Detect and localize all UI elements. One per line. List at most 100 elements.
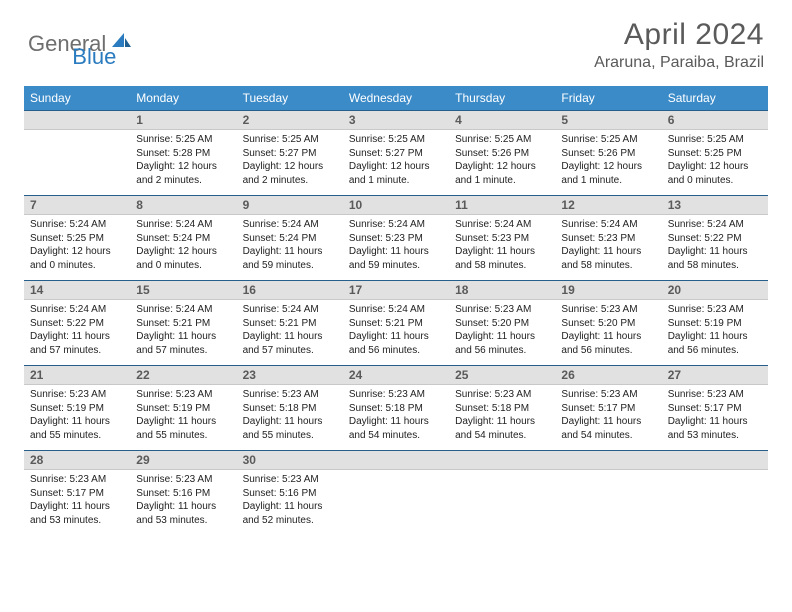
location: Araruna, Paraiba, Brazil: [594, 54, 764, 72]
month-title: April 2024: [594, 18, 764, 52]
day-cell: [555, 470, 661, 536]
sunrise-line: Sunrise: 5:23 AM: [455, 388, 549, 402]
content-row: Sunrise: 5:24 AMSunset: 5:25 PMDaylight:…: [24, 215, 768, 281]
daylight-line: Daylight: 11 hours and 53 minutes.: [30, 500, 124, 527]
sunrise-line: Sunrise: 5:23 AM: [30, 388, 124, 402]
daylight-line: Daylight: 11 hours and 56 minutes.: [668, 330, 762, 357]
daynum-cell: 20: [662, 281, 768, 300]
daynum-cell: 3: [343, 111, 449, 130]
daylight-line: Daylight: 12 hours and 0 minutes.: [30, 245, 124, 272]
sunrise-line: Sunrise: 5:25 AM: [455, 133, 549, 147]
logo: General Blue: [28, 18, 116, 70]
sunset-line: Sunset: 5:20 PM: [455, 317, 549, 331]
sunrise-line: Sunrise: 5:25 AM: [349, 133, 443, 147]
day-cell: [343, 470, 449, 536]
daynum-cell: 29: [130, 451, 236, 470]
daynum-row: 123456: [24, 111, 768, 130]
daylight-line: Daylight: 11 hours and 59 minutes.: [349, 245, 443, 272]
day-cell: Sunrise: 5:25 AMSunset: 5:25 PMDaylight:…: [662, 130, 768, 196]
daylight-line: Daylight: 11 hours and 53 minutes.: [668, 415, 762, 442]
dow-cell: Saturday: [662, 86, 768, 111]
daylight-line: Daylight: 11 hours and 53 minutes.: [136, 500, 230, 527]
daynum-cell: [343, 451, 449, 470]
sunset-line: Sunset: 5:17 PM: [668, 402, 762, 416]
daynum-row: 14151617181920: [24, 281, 768, 300]
daylight-line: Daylight: 12 hours and 1 minute.: [561, 160, 655, 187]
day-cell: Sunrise: 5:23 AMSunset: 5:16 PMDaylight:…: [130, 470, 236, 536]
day-cell: Sunrise: 5:23 AMSunset: 5:17 PMDaylight:…: [24, 470, 130, 536]
dow-cell: Tuesday: [237, 86, 343, 111]
sunset-line: Sunset: 5:19 PM: [30, 402, 124, 416]
day-cell: Sunrise: 5:23 AMSunset: 5:17 PMDaylight:…: [555, 385, 661, 451]
daynum-cell: 21: [24, 366, 130, 385]
day-cell: Sunrise: 5:23 AMSunset: 5:19 PMDaylight:…: [130, 385, 236, 451]
sunrise-line: Sunrise: 5:24 AM: [243, 303, 337, 317]
day-cell: Sunrise: 5:23 AMSunset: 5:20 PMDaylight:…: [555, 300, 661, 366]
dow-cell: Thursday: [449, 86, 555, 111]
daylight-line: Daylight: 12 hours and 0 minutes.: [668, 160, 762, 187]
day-cell: [449, 470, 555, 536]
sunset-line: Sunset: 5:27 PM: [349, 147, 443, 161]
daynum-cell: 11: [449, 196, 555, 215]
day-cell: Sunrise: 5:25 AMSunset: 5:28 PMDaylight:…: [130, 130, 236, 196]
sunrise-line: Sunrise: 5:23 AM: [136, 473, 230, 487]
dow-cell: Wednesday: [343, 86, 449, 111]
day-cell: Sunrise: 5:25 AMSunset: 5:26 PMDaylight:…: [449, 130, 555, 196]
sunrise-line: Sunrise: 5:24 AM: [136, 303, 230, 317]
sunset-line: Sunset: 5:18 PM: [243, 402, 337, 416]
day-cell: Sunrise: 5:24 AMSunset: 5:25 PMDaylight:…: [24, 215, 130, 281]
sunrise-line: Sunrise: 5:25 AM: [561, 133, 655, 147]
daylight-line: Daylight: 11 hours and 57 minutes.: [30, 330, 124, 357]
day-cell: Sunrise: 5:23 AMSunset: 5:18 PMDaylight:…: [449, 385, 555, 451]
daynum-cell: 13: [662, 196, 768, 215]
daynum-cell: [449, 451, 555, 470]
daylight-line: Daylight: 11 hours and 54 minutes.: [561, 415, 655, 442]
daynum-cell: 22: [130, 366, 236, 385]
sunrise-line: Sunrise: 5:24 AM: [349, 303, 443, 317]
sunset-line: Sunset: 5:26 PM: [561, 147, 655, 161]
daynum-cell: 12: [555, 196, 661, 215]
sunset-line: Sunset: 5:21 PM: [349, 317, 443, 331]
daylight-line: Daylight: 11 hours and 57 minutes.: [136, 330, 230, 357]
daynum-row: 282930: [24, 451, 768, 470]
sunrise-line: Sunrise: 5:23 AM: [243, 388, 337, 402]
daynum-cell: 1: [130, 111, 236, 130]
sunrise-line: Sunrise: 5:24 AM: [30, 303, 124, 317]
daynum-cell: 10: [343, 196, 449, 215]
content-row: Sunrise: 5:25 AMSunset: 5:28 PMDaylight:…: [24, 130, 768, 196]
sunset-line: Sunset: 5:20 PM: [561, 317, 655, 331]
sunset-line: Sunset: 5:26 PM: [455, 147, 549, 161]
daynum-cell: 8: [130, 196, 236, 215]
sunset-line: Sunset: 5:21 PM: [136, 317, 230, 331]
daynum-cell: 23: [237, 366, 343, 385]
sunrise-line: Sunrise: 5:24 AM: [30, 218, 124, 232]
day-cell: Sunrise: 5:24 AMSunset: 5:22 PMDaylight:…: [662, 215, 768, 281]
day-cell: Sunrise: 5:23 AMSunset: 5:16 PMDaylight:…: [237, 470, 343, 536]
logo-text-blue: Blue: [72, 44, 116, 70]
dow-cell: Sunday: [24, 86, 130, 111]
daynum-cell: 17: [343, 281, 449, 300]
header: General Blue April 2024 Araruna, Paraiba…: [0, 0, 792, 78]
sunrise-line: Sunrise: 5:23 AM: [243, 473, 337, 487]
daynum-cell: [555, 451, 661, 470]
day-cell: Sunrise: 5:23 AMSunset: 5:20 PMDaylight:…: [449, 300, 555, 366]
daylight-line: Daylight: 11 hours and 55 minutes.: [136, 415, 230, 442]
sunset-line: Sunset: 5:16 PM: [243, 487, 337, 501]
daylight-line: Daylight: 11 hours and 52 minutes.: [243, 500, 337, 527]
daylight-line: Daylight: 11 hours and 55 minutes.: [243, 415, 337, 442]
daynum-cell: 26: [555, 366, 661, 385]
daynum-cell: [662, 451, 768, 470]
sunset-line: Sunset: 5:22 PM: [668, 232, 762, 246]
daynum-cell: 6: [662, 111, 768, 130]
day-cell: Sunrise: 5:24 AMSunset: 5:21 PMDaylight:…: [343, 300, 449, 366]
daynum-cell: 16: [237, 281, 343, 300]
content-row: Sunrise: 5:23 AMSunset: 5:17 PMDaylight:…: [24, 470, 768, 536]
content-row: Sunrise: 5:23 AMSunset: 5:19 PMDaylight:…: [24, 385, 768, 451]
day-cell: Sunrise: 5:23 AMSunset: 5:19 PMDaylight:…: [24, 385, 130, 451]
daylight-line: Daylight: 11 hours and 55 minutes.: [30, 415, 124, 442]
sunrise-line: Sunrise: 5:24 AM: [561, 218, 655, 232]
daylight-line: Daylight: 11 hours and 56 minutes.: [349, 330, 443, 357]
daynum-cell: 9: [237, 196, 343, 215]
sunset-line: Sunset: 5:24 PM: [136, 232, 230, 246]
day-cell: Sunrise: 5:25 AMSunset: 5:27 PMDaylight:…: [343, 130, 449, 196]
